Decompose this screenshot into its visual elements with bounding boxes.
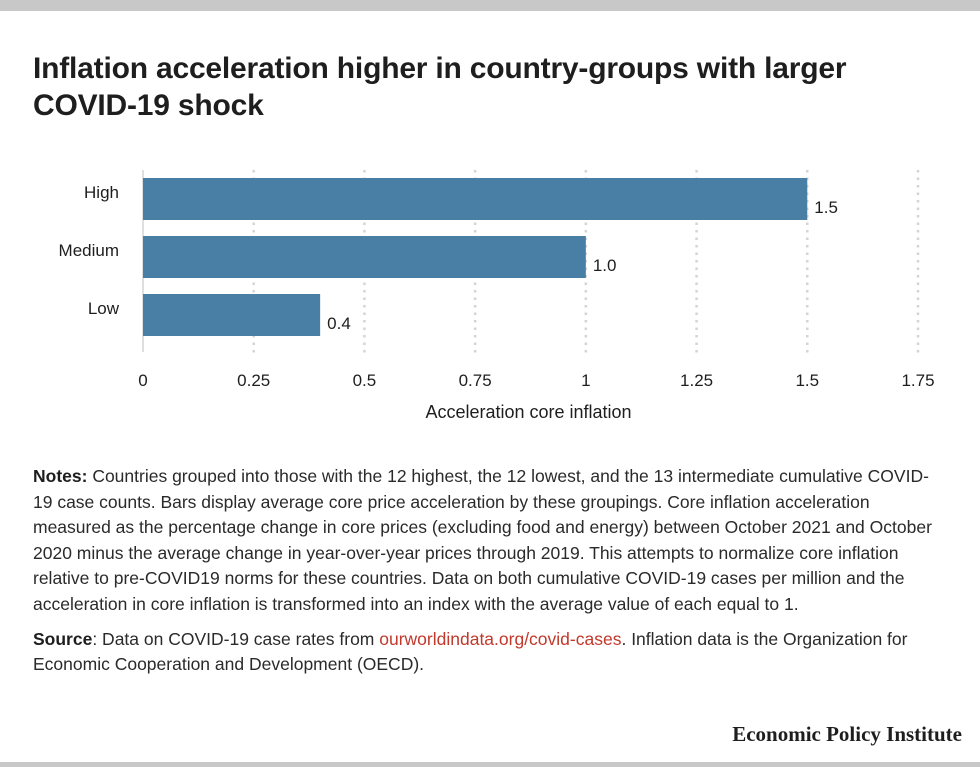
chart-title: Inflation acceleration higher in country… — [33, 52, 847, 122]
notes-paragraph: Notes: Countries grouped into those with… — [33, 464, 948, 618]
bar-chart: 0 0.25 0.5 0.75 1 1.25 1.5 1.75 High 1.5 Medium 1.0… — [59, 170, 935, 422]
x-axis-title: Acceleration core inflation — [425, 402, 631, 422]
source-paragraph: Source: Data on COVID-19 case rates from… — [33, 627, 948, 678]
notes-label: Notes: — [33, 466, 88, 486]
x-tick-label: 1.75 — [901, 371, 934, 390]
category-label: High — [84, 183, 119, 202]
bar — [143, 178, 808, 220]
source-link[interactable]: ourworldindata.org/covid-cases — [379, 628, 622, 649]
category-label: Medium — [59, 241, 119, 260]
brand-logo-text: Economic Policy Institute — [732, 722, 962, 746]
source-label: Source — [33, 628, 93, 649]
top-border-bar — [0, 0, 980, 11]
category-label: Low — [88, 299, 120, 318]
notes-section: Notes: Countries grouped into those with… — [33, 464, 948, 687]
x-tick-label: 0.25 — [237, 371, 270, 390]
x-tick-label: 0 — [138, 371, 147, 390]
x-tick-label: 0.75 — [459, 371, 492, 390]
bar-value-label: 1.0 — [593, 256, 617, 275]
x-tick-label: 1 — [581, 371, 590, 390]
bar-value-label: 0.4 — [327, 314, 351, 333]
notes-text: Countries grouped into those with the 12… — [33, 466, 932, 614]
x-tick-label: 0.5 — [353, 371, 377, 390]
bar — [143, 294, 321, 336]
bar-value-label: 1.5 — [814, 198, 838, 217]
source-text-before: : Data on COVID-19 case rates from — [92, 628, 380, 649]
bar — [143, 236, 586, 278]
x-tick-label: 1.25 — [680, 371, 713, 390]
source-text-after: . Inflation data is the Organization for… — [33, 628, 908, 675]
x-tick-label: 1.5 — [795, 371, 819, 390]
bottom-border-bar — [0, 762, 980, 767]
